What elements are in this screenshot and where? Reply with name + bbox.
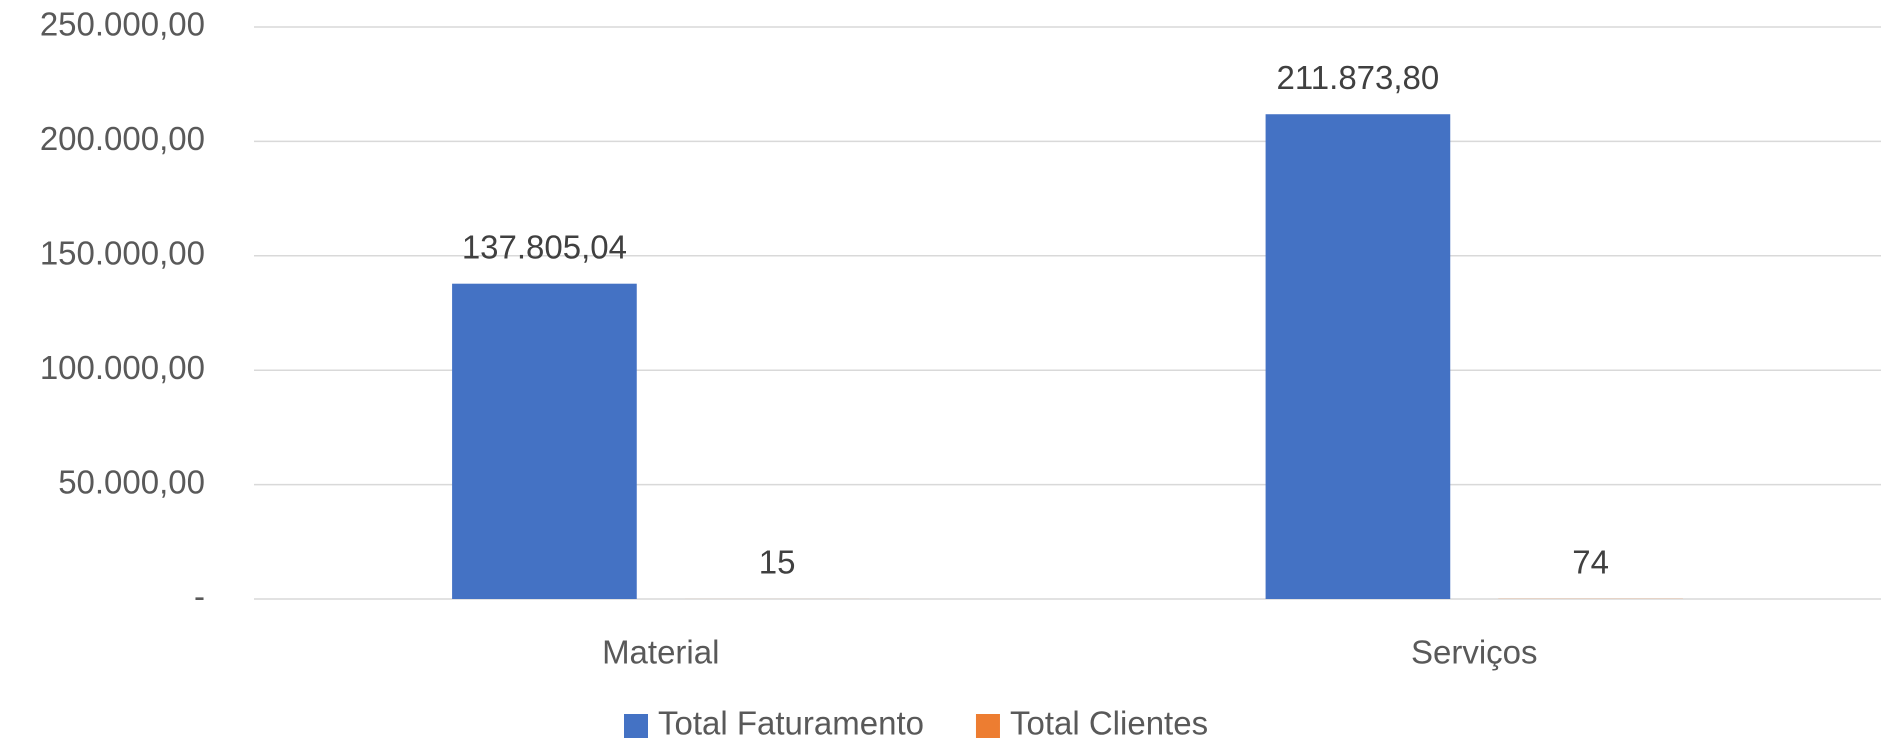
- data-label: 211.873,80: [1277, 59, 1440, 96]
- legend-swatch: [975, 714, 1000, 738]
- legend-label: Total Clientes: [1010, 705, 1208, 742]
- y-tick-label: 250.000,00: [40, 6, 205, 43]
- bar: [1265, 114, 1451, 600]
- y-tick-label: 100.000,00: [40, 349, 205, 386]
- y-tick-label: 50.000,00: [58, 463, 205, 500]
- legend-label: Total Faturamento: [658, 705, 924, 742]
- x-tick-label: Material: [602, 634, 719, 671]
- legend-swatch: [624, 714, 648, 738]
- bar: [452, 283, 637, 599]
- y-tick-label: 150.000,00: [40, 235, 205, 272]
- y-tick-label: 200.000,00: [40, 120, 205, 157]
- y-tick-label: -: [194, 578, 205, 615]
- data-label: 137.805,04: [462, 228, 627, 265]
- data-label: 74: [1572, 544, 1609, 581]
- data-label: 15: [759, 544, 796, 581]
- x-tick-label: Serviços: [1411, 634, 1538, 671]
